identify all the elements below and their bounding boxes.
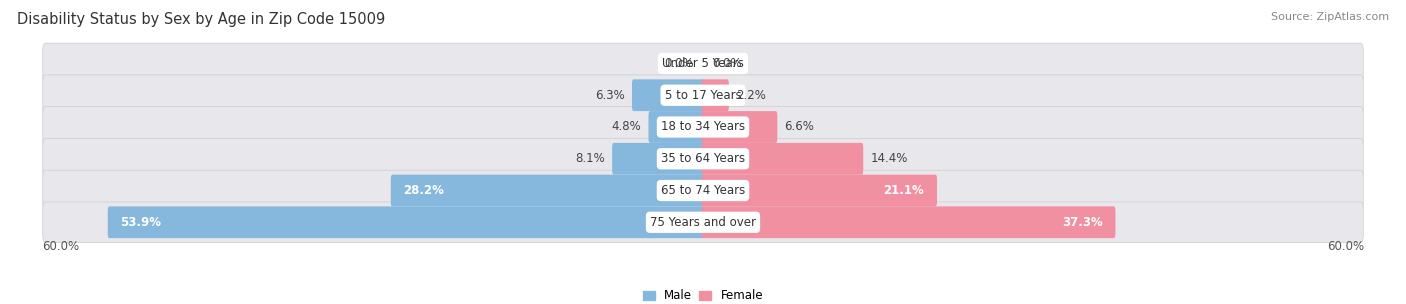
- Text: 37.3%: 37.3%: [1062, 216, 1102, 229]
- Text: Disability Status by Sex by Age in Zip Code 15009: Disability Status by Sex by Age in Zip C…: [17, 12, 385, 27]
- Text: 6.3%: 6.3%: [595, 89, 624, 102]
- FancyBboxPatch shape: [648, 111, 704, 143]
- Text: 0.0%: 0.0%: [665, 57, 695, 70]
- Text: 14.4%: 14.4%: [870, 152, 908, 165]
- FancyBboxPatch shape: [391, 174, 704, 206]
- FancyBboxPatch shape: [42, 43, 1364, 84]
- Text: 21.1%: 21.1%: [883, 184, 924, 197]
- Text: 28.2%: 28.2%: [404, 184, 444, 197]
- Text: 0.0%: 0.0%: [711, 57, 741, 70]
- Legend: Male, Female: Male, Female: [638, 285, 768, 304]
- Text: Source: ZipAtlas.com: Source: ZipAtlas.com: [1271, 12, 1389, 22]
- Text: 65 to 74 Years: 65 to 74 Years: [661, 184, 745, 197]
- FancyBboxPatch shape: [42, 170, 1364, 211]
- FancyBboxPatch shape: [702, 79, 728, 111]
- Text: 4.8%: 4.8%: [612, 120, 641, 133]
- Text: 5 to 17 Years: 5 to 17 Years: [665, 89, 741, 102]
- FancyBboxPatch shape: [612, 143, 704, 174]
- Text: 6.6%: 6.6%: [785, 120, 814, 133]
- FancyBboxPatch shape: [702, 206, 1115, 238]
- Text: 53.9%: 53.9%: [121, 216, 162, 229]
- FancyBboxPatch shape: [702, 174, 936, 206]
- FancyBboxPatch shape: [702, 143, 863, 174]
- FancyBboxPatch shape: [702, 111, 778, 143]
- FancyBboxPatch shape: [42, 202, 1364, 243]
- Text: 75 Years and over: 75 Years and over: [650, 216, 756, 229]
- Text: 18 to 34 Years: 18 to 34 Years: [661, 120, 745, 133]
- Text: 60.0%: 60.0%: [42, 240, 79, 253]
- Text: 8.1%: 8.1%: [575, 152, 605, 165]
- FancyBboxPatch shape: [631, 79, 704, 111]
- FancyBboxPatch shape: [42, 75, 1364, 116]
- Text: Under 5 Years: Under 5 Years: [662, 57, 744, 70]
- FancyBboxPatch shape: [42, 107, 1364, 147]
- Text: 2.2%: 2.2%: [737, 89, 766, 102]
- FancyBboxPatch shape: [42, 138, 1364, 179]
- Text: 35 to 64 Years: 35 to 64 Years: [661, 152, 745, 165]
- Text: 60.0%: 60.0%: [1327, 240, 1364, 253]
- FancyBboxPatch shape: [108, 206, 704, 238]
